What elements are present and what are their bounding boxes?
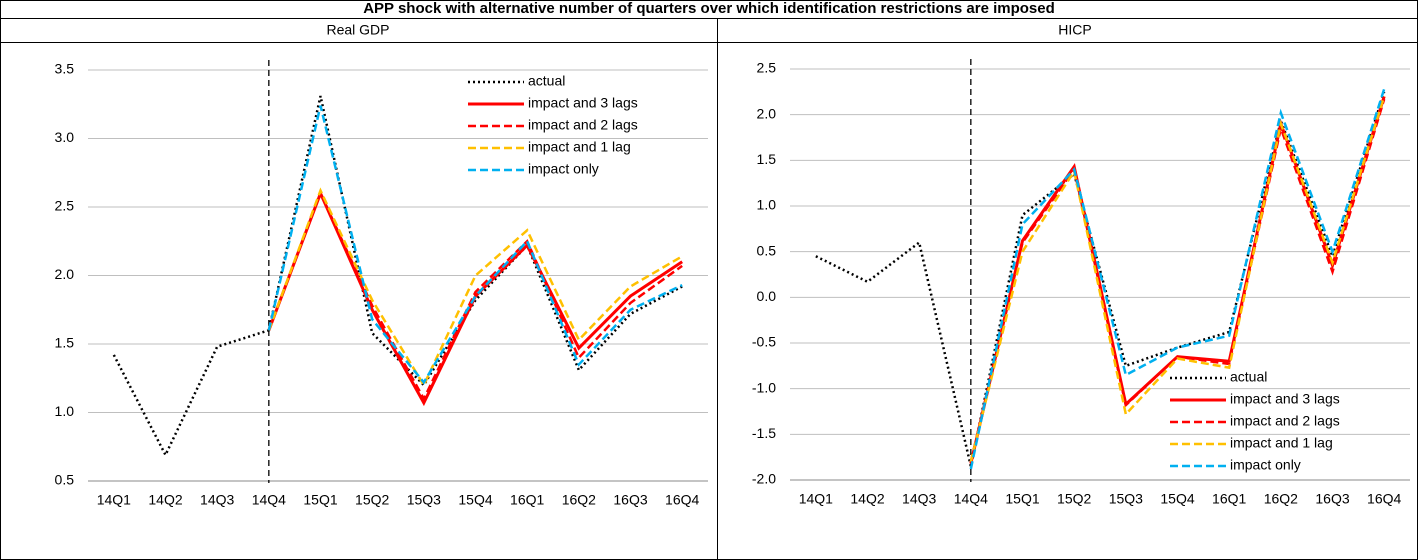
series-line [815,91,1386,467]
x-tick-label: 16Q1 [510,492,544,508]
y-tick-label: 1.0 [757,197,777,213]
x-tick-label: 14Q3 [902,491,936,507]
x-tick-label: 16Q2 [562,492,596,508]
legend-label: impact and 3 lags [1230,391,1340,407]
x-tick-label: 16Q4 [1367,491,1401,507]
x-tick-label: 15Q2 [355,492,389,508]
x-tick-label: 15Q2 [1057,491,1091,507]
x-tick-label: 15Q1 [303,492,337,508]
x-tick-label: 14Q2 [148,492,182,508]
x-tick-label: 16Q1 [1212,491,1246,507]
y-tick-label: -1.5 [752,425,776,441]
x-tick-label: 15Q3 [407,492,441,508]
legend-label: actual [528,73,565,89]
x-tick-label: 15Q3 [1109,491,1143,507]
x-tick-label: 15Q4 [1160,491,1194,507]
legend-label: actual [1230,369,1267,385]
x-tick-label: 14Q1 [799,491,833,507]
x-tick-label: 14Q2 [850,491,884,507]
y-tick-label: 0.5 [55,472,75,488]
x-tick-label: 14Q3 [200,492,234,508]
y-tick-label: -0.5 [752,334,776,350]
chart-title: Real GDP [326,22,389,38]
x-tick-label: 16Q2 [1264,491,1298,507]
x-tick-label: 16Q3 [613,492,647,508]
y-tick-label: 3.5 [55,61,75,77]
y-tick-label: 1.5 [55,335,75,351]
y-tick-label: 2.0 [757,105,777,121]
series-line [969,95,1386,464]
x-tick-label: 14Q4 [252,492,286,508]
x-tick-label: 16Q3 [1315,491,1349,507]
series-line [267,105,683,385]
y-tick-label: 1.0 [55,403,75,419]
figure-title: APP shock with alternative number of qua… [363,0,1055,17]
x-tick-label: 15Q1 [1005,491,1039,507]
y-tick-label: -2.0 [752,471,776,487]
legend-label: impact and 3 lags [528,95,638,111]
legend-label: impact and 2 lags [528,117,638,133]
series-line [969,88,1386,470]
y-tick-label: 2.5 [757,60,777,76]
x-tick-label: 14Q4 [954,491,988,507]
y-tick-label: 1.5 [757,151,777,167]
chart-title: HICP [1058,22,1091,38]
legend-label: impact and 1 lag [1230,435,1333,451]
series-line [267,189,683,407]
y-tick-label: 0.0 [757,288,777,304]
series-line [969,98,1386,463]
x-tick-label: 14Q1 [97,492,131,508]
legend-label: impact only [528,161,599,177]
x-tick-label: 16Q4 [665,492,699,508]
y-tick-label: -1.0 [752,379,776,395]
legend-label: impact and 1 lag [528,139,631,155]
legend-label: impact and 2 lags [1230,413,1340,429]
y-tick-label: 0.5 [757,242,777,258]
series-line [969,96,1386,463]
y-tick-label: 2.5 [55,198,75,214]
y-tick-label: 3.0 [55,129,75,145]
y-tick-label: 2.0 [55,266,75,282]
legend-label: impact only [1230,457,1301,473]
x-tick-label: 15Q4 [458,492,492,508]
series-line [267,190,683,402]
